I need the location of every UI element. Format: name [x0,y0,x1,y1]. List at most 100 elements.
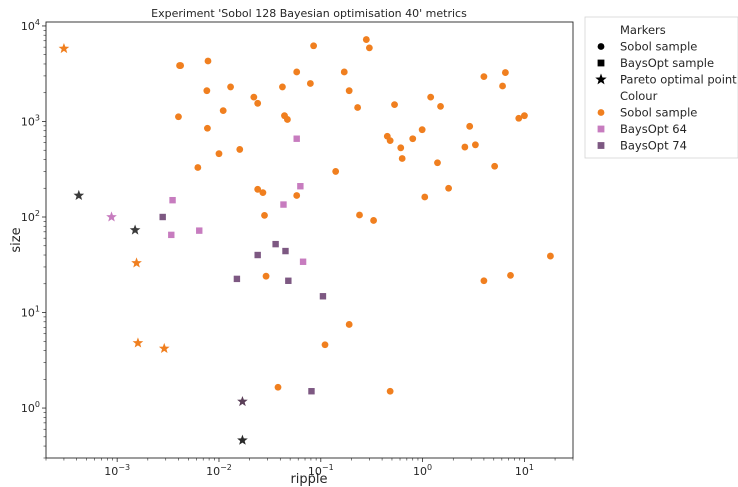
sobol-point [345,87,353,95]
sobol-point [547,252,554,260]
x-tick-label: 100 [413,463,432,478]
sobol-point [437,102,444,110]
sobol-point [306,80,314,87]
plot-area [58,36,554,445]
sobol-point [397,144,405,152]
baysopt-point [285,277,292,284]
pareto-point [106,211,117,222]
baysopt-point [168,231,175,239]
baysopt-point [196,227,203,234]
sobol-point [293,68,301,76]
baysopt-point [299,258,307,265]
y-tick-label: 104 [21,18,40,33]
sobol-point [386,137,394,145]
x-tick-label: 10−3 [104,463,130,478]
sobol-point [194,164,202,171]
sobol-point [177,62,185,69]
sobol-point [321,341,329,349]
sobol-point [386,387,394,395]
legend-colour-label: BaysOpt 74 [620,139,687,153]
sobol-point [204,57,212,65]
sobol-point [445,184,452,192]
sobol-point [254,99,262,107]
pareto-point [132,337,144,348]
sobol-point [356,211,363,219]
sobol-point [409,135,417,143]
legend-colour-swatch [597,142,605,149]
pareto-point [73,189,85,201]
pareto-point [58,42,70,54]
baysopt-point [297,183,304,190]
pareto-point [158,342,170,354]
sobol-point [515,114,523,122]
sobol-point [261,211,268,219]
y-tick-label: 101 [21,305,40,320]
sobol-point [499,82,506,90]
baysopt-point [254,251,261,259]
sobol-point [480,73,488,80]
sobol-point [236,146,244,153]
y-axis-label: size [9,227,24,252]
sobol-point [466,122,474,130]
y-tick-label: 103 [21,113,40,128]
y-tick-label: 102 [21,209,40,224]
sobol-point [340,68,348,76]
sobol-point [398,155,406,162]
x-tick-label: 101 [515,463,534,478]
sobol-point [427,93,435,101]
sobol-point [262,272,270,280]
baysopt-point [308,388,315,395]
sobol-point [354,104,362,111]
legend-marker-circle [597,43,605,50]
sobol-point [332,168,340,175]
sobol-point [421,193,429,201]
sobol-point [370,217,377,224]
baysopt-point [319,293,327,300]
sobol-point [418,126,426,134]
axes: 10−3 10−2 10−1 100 101 100 101 102 103 104 [21,18,574,478]
legend-marker-square [597,59,605,67]
legend-marker-star [595,73,607,85]
sobol-point [215,150,223,158]
sobol-point [480,277,488,285]
pareto-point [129,224,141,235]
legend-colour-swatch [597,109,605,116]
baysopt-point [169,196,176,204]
pareto-point [131,257,142,268]
sobol-point [365,44,373,52]
sobol-point [259,189,267,197]
sobol-point [345,321,353,328]
sobol-point [362,36,370,43]
sobol-point [461,143,469,151]
legend-colour-label: Sobol sample [620,106,697,120]
baysopt-point [272,240,279,248]
legend-marker-label: Pareto optimal point [620,73,737,87]
sobol-point [391,101,398,109]
sobol-point [284,116,291,123]
sobol-point [227,83,234,91]
sobol-point [254,185,262,193]
plot-frame [45,21,574,459]
pareto-point [237,434,248,445]
sobol-point [204,124,211,132]
legend-markers-header: Markers [620,23,666,37]
sobol-point [434,159,441,167]
sobol-point [250,93,258,101]
x-tick-label: 10−2 [206,463,232,478]
sobol-point [491,162,499,170]
y-tick-label: 100 [21,400,40,415]
legend-colour-header: Colour [620,89,658,103]
legend-marker-label: Sobol sample [620,40,697,54]
sobol-point [293,192,301,199]
sobol-point [521,112,528,120]
legend-colour-label: BaysOpt 64 [620,122,687,136]
chart-title: Experiment 'Sobol 128 Bayesian optimisat… [151,7,467,20]
baysopt-point [280,201,287,208]
pareto-point [237,395,248,407]
legend-colour-swatch [597,125,605,133]
sobol-point [507,271,514,279]
sobol-point [203,87,211,95]
legend-marker-label: BaysOpt sample [620,56,714,70]
sobol-point [472,141,479,149]
